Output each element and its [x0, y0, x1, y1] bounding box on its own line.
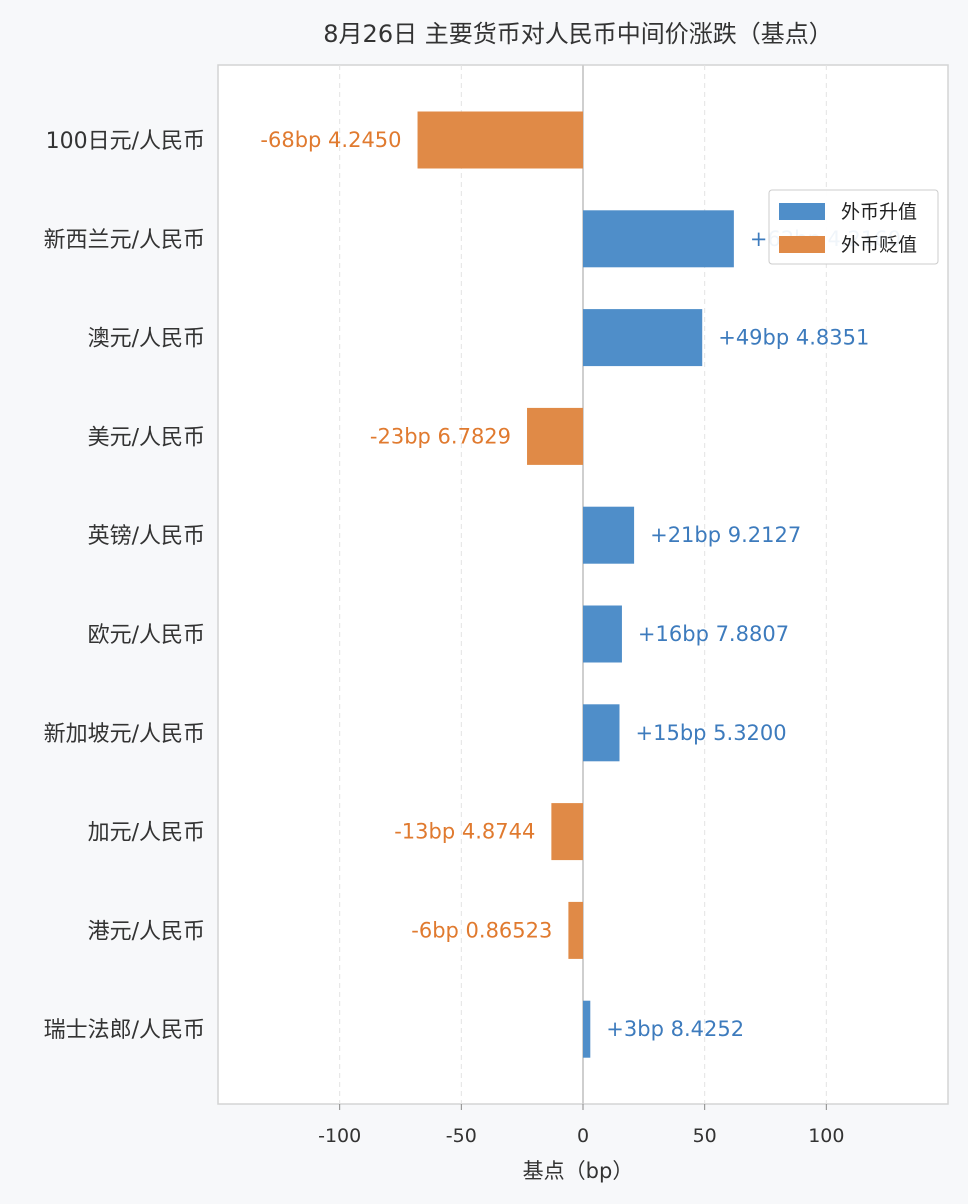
x-tick-label: -100 — [318, 1125, 361, 1147]
data-label: +49bp 4.8351 — [718, 326, 869, 350]
legend: 外币升值 外币贬值 — [768, 189, 939, 265]
data-label: -6bp 0.86523 — [411, 918, 552, 942]
y-tick-label: 新西兰元/人民币 — [44, 228, 205, 253]
y-tick-label: 英镑/人民币 — [88, 524, 205, 549]
bar — [583, 309, 703, 367]
y-axis-ticks: 100日元/人民币新西兰元/人民币澳元/人民币美元/人民币英镑/人民币欧元/人民… — [44, 129, 205, 1043]
y-tick-label: 澳元/人民币 — [88, 327, 205, 352]
bar — [583, 605, 622, 663]
legend-swatch-up — [779, 203, 825, 220]
bar — [583, 1000, 591, 1058]
bar — [583, 210, 734, 268]
y-tick-label: 美元/人民币 — [88, 425, 205, 450]
bar — [583, 506, 635, 564]
chart-title: 8月26日 主要货币对人民币中间价涨跌（基点） — [323, 20, 832, 48]
bar — [417, 111, 583, 169]
y-tick-label: 港元/人民币 — [88, 919, 205, 944]
y-tick-label: 瑞士法郎/人民币 — [44, 1018, 205, 1043]
data-label: +15bp 5.3200 — [636, 721, 787, 745]
bar — [583, 704, 620, 762]
bar — [568, 901, 583, 959]
legend-label-up: 外币升值 — [841, 201, 917, 223]
data-label: +3bp 8.4252 — [606, 1017, 744, 1041]
x-tick-label: 50 — [693, 1125, 717, 1147]
data-label: -13bp 4.8744 — [394, 820, 535, 844]
x-tick-label: 0 — [577, 1125, 589, 1147]
y-tick-label: 欧元/人民币 — [88, 623, 205, 648]
y-tick-label: 100日元/人民币 — [46, 129, 205, 154]
bar — [551, 803, 583, 861]
y-tick-label: 加元/人民币 — [88, 821, 205, 846]
x-axis-ticks: -100 -50 0 50 100 — [318, 1104, 844, 1147]
x-axis-label: 基点（bp） — [523, 1159, 634, 1183]
bars — [417, 111, 734, 1058]
x-tick-label: 100 — [808, 1125, 844, 1147]
legend-swatch-down — [779, 236, 825, 253]
data-label: +21bp 9.2127 — [650, 523, 801, 547]
legend-label-down: 外币贬值 — [841, 234, 917, 256]
data-label: -68bp 4.2450 — [260, 128, 401, 152]
data-label: +16bp 7.8807 — [638, 622, 789, 646]
bar — [527, 407, 583, 465]
y-tick-label: 新加坡元/人民币 — [44, 722, 205, 747]
x-tick-label: -50 — [446, 1125, 477, 1147]
data-label: -23bp 6.7829 — [370, 424, 511, 448]
